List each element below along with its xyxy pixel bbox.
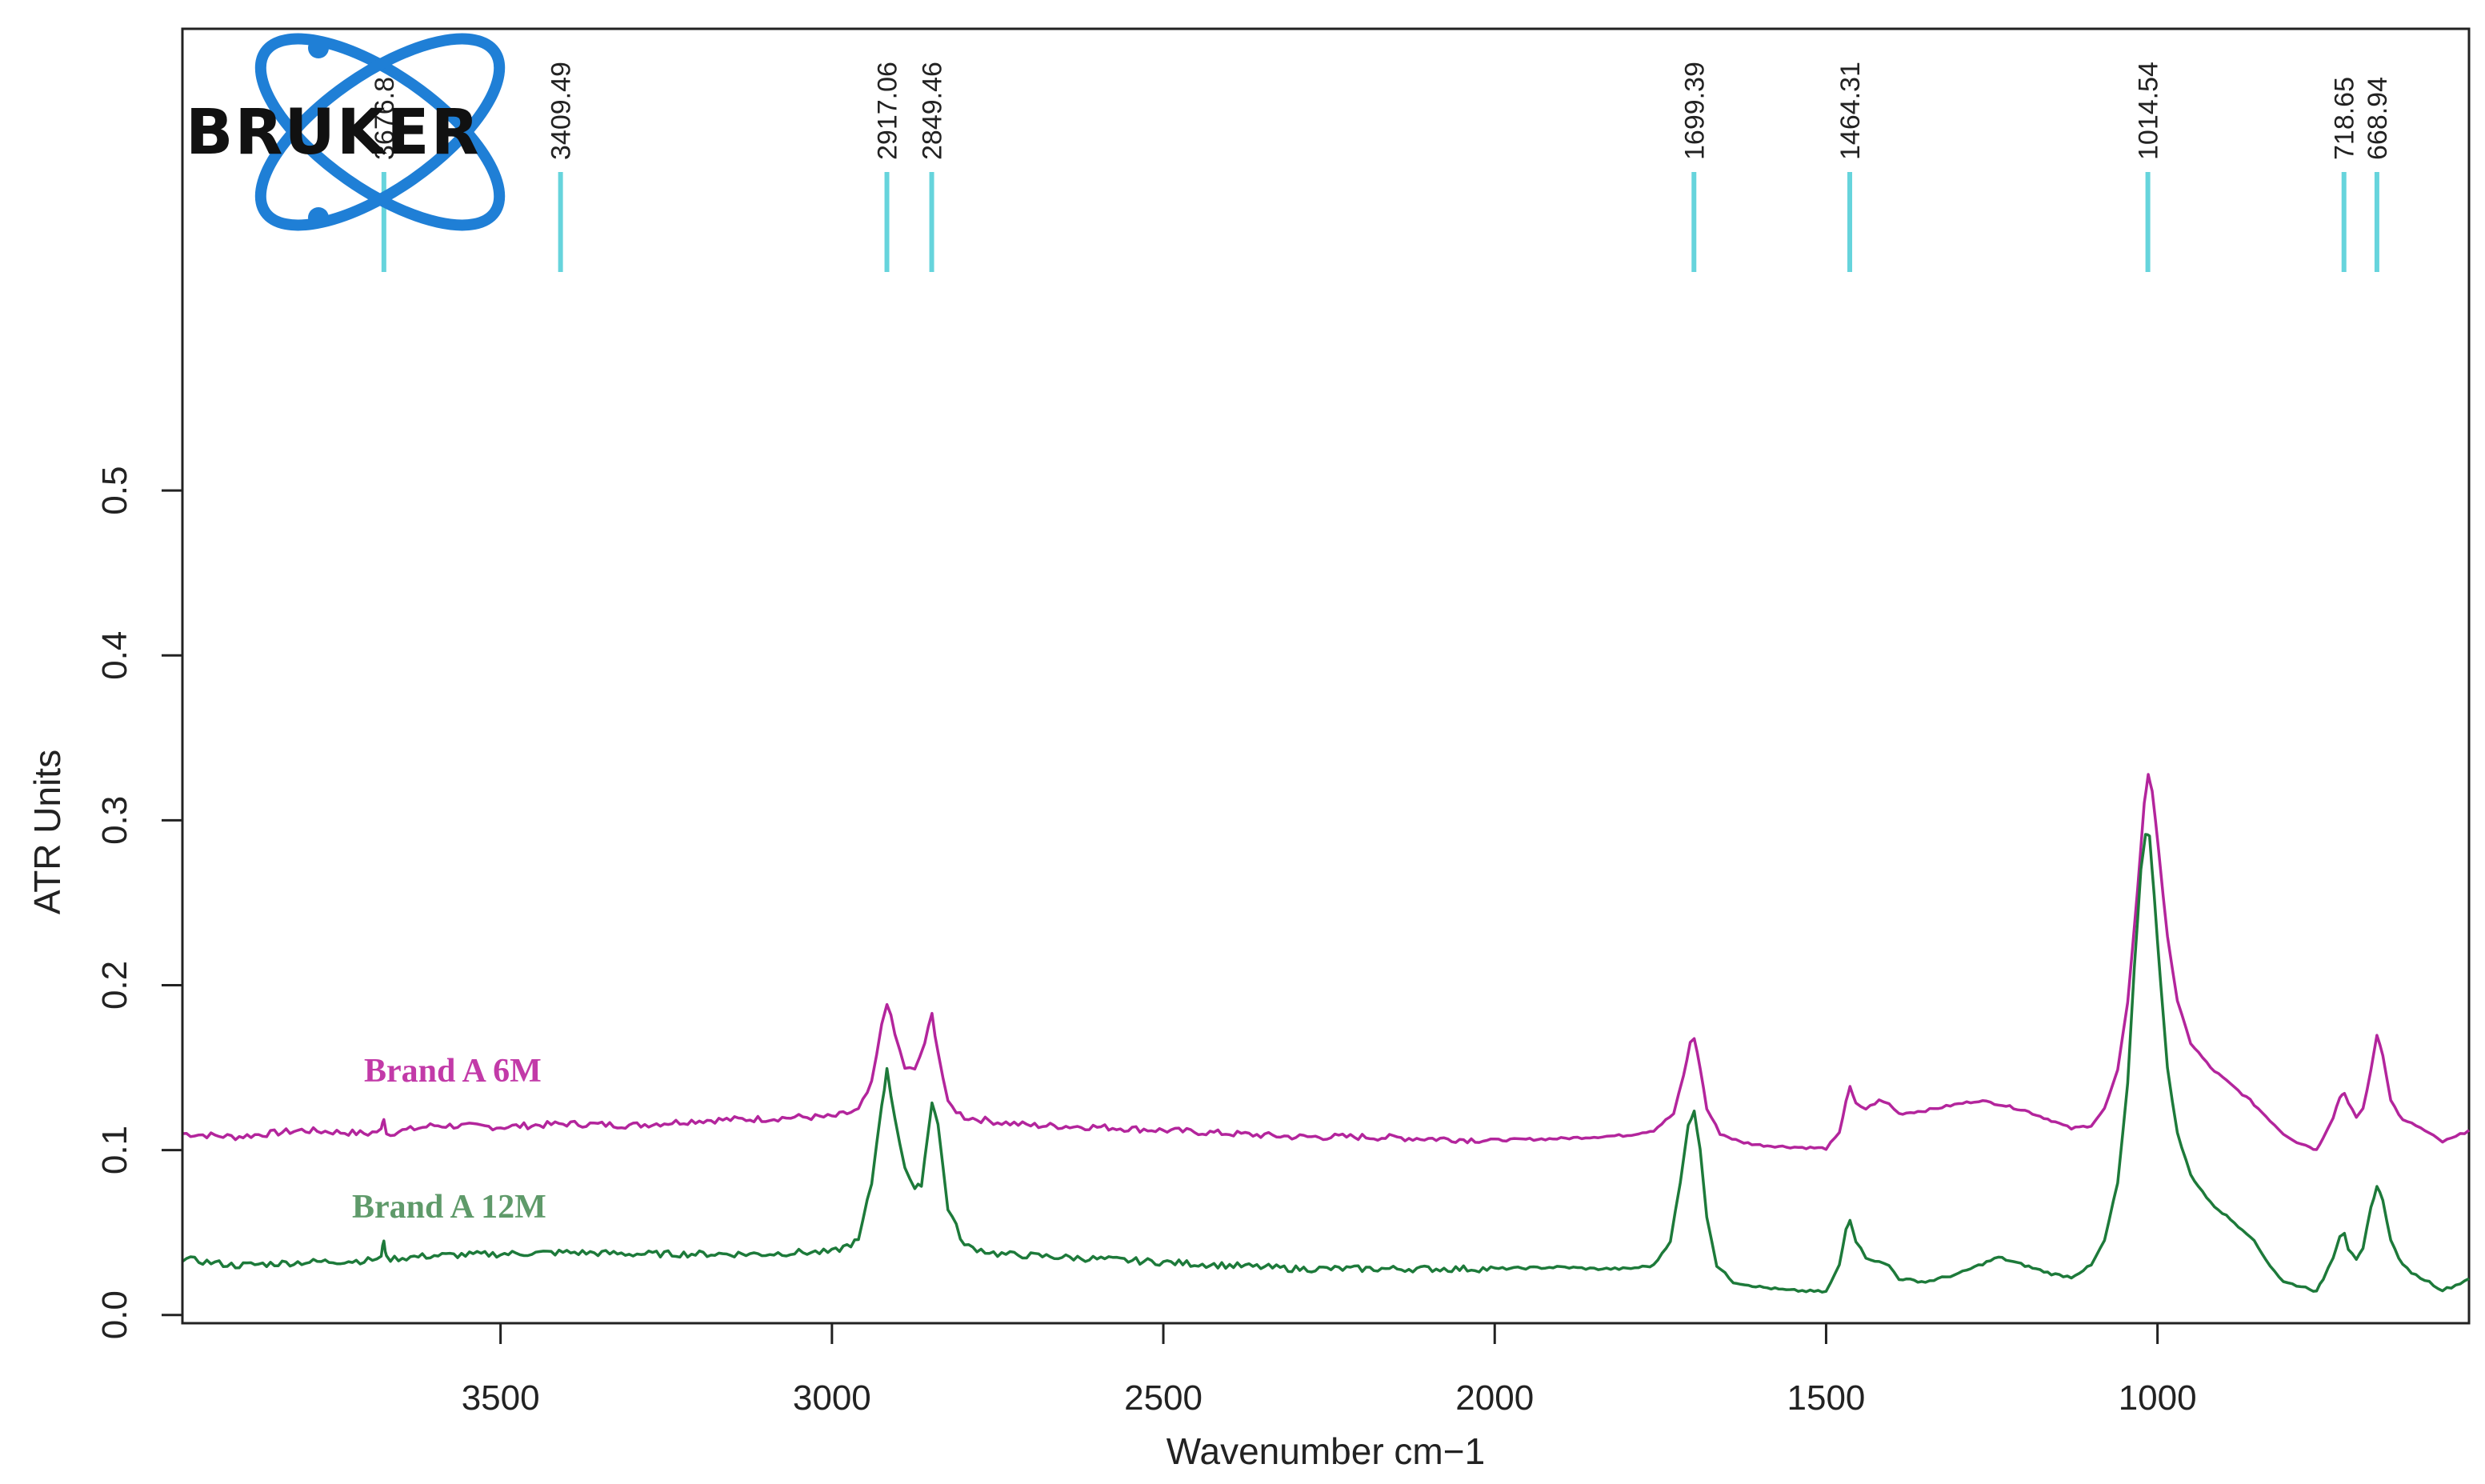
x-tick-label: 2500 (1124, 1378, 1202, 1418)
peak-marker-label: 1464.31 (1835, 62, 1866, 160)
x-tick-label: 1000 (2119, 1378, 2197, 1418)
bruker-logo: BRUKER (186, 33, 506, 231)
series-lines (181, 773, 2471, 1294)
logo-orbit-2 (254, 33, 506, 231)
x-tick-label: 3000 (793, 1378, 871, 1418)
plot-frame (181, 27, 2471, 1325)
peak-marker-label: 3409.49 (546, 62, 577, 160)
logo-electron-bottom (308, 207, 329, 228)
peak-marker-label: 3676.8 (370, 77, 400, 160)
peak-marker-label: 668.94 (2363, 77, 2393, 160)
peak-marker-label: 1014.54 (2134, 62, 2164, 160)
series-line-6m (182, 773, 2471, 1151)
peak-marker-label: 2849.46 (918, 62, 948, 160)
series-label-6m: Brand A 6M (364, 1053, 542, 1090)
peak-markers: 3676.8 3409.49 2917.06 2849.46 1699.39 1464.3… (370, 62, 2393, 272)
logo-orbit-1 (254, 33, 506, 231)
y-tick-label: 0.4 (95, 631, 134, 680)
y-axis-title: ATR Units (26, 750, 68, 914)
logo-electron-top (308, 38, 329, 58)
peak-marker-label: 2917.06 (873, 62, 903, 160)
x-tick-label: 2000 (1455, 1378, 1534, 1418)
y-tick-label: 0.2 (95, 961, 134, 1010)
x-axis-title: Wavenumber cm−1 (1166, 1430, 1485, 1472)
y-tick-label: 0.1 (95, 1126, 134, 1174)
series-label-12m: Brand A 12M (352, 1189, 546, 1226)
x-tick-label: 3500 (462, 1378, 540, 1418)
y-tick-label: 0.5 (95, 466, 134, 515)
series-line-12m (181, 833, 2470, 1294)
y-tick-label: 0.3 (95, 796, 134, 845)
peak-marker-label: 1699.39 (1679, 62, 1710, 160)
y-tick-label: 0.0 (95, 1290, 134, 1339)
y-axis: 0.0 0.1 0.2 0.3 0.4 0.5 (95, 466, 184, 1339)
peak-marker-label: 718.65 (2330, 77, 2360, 160)
x-axis: 3500 3000 2500 2000 1500 1000 (462, 1322, 2197, 1418)
logo-text: BRUKER (186, 97, 481, 169)
x-tick-label: 1500 (1787, 1378, 1866, 1418)
